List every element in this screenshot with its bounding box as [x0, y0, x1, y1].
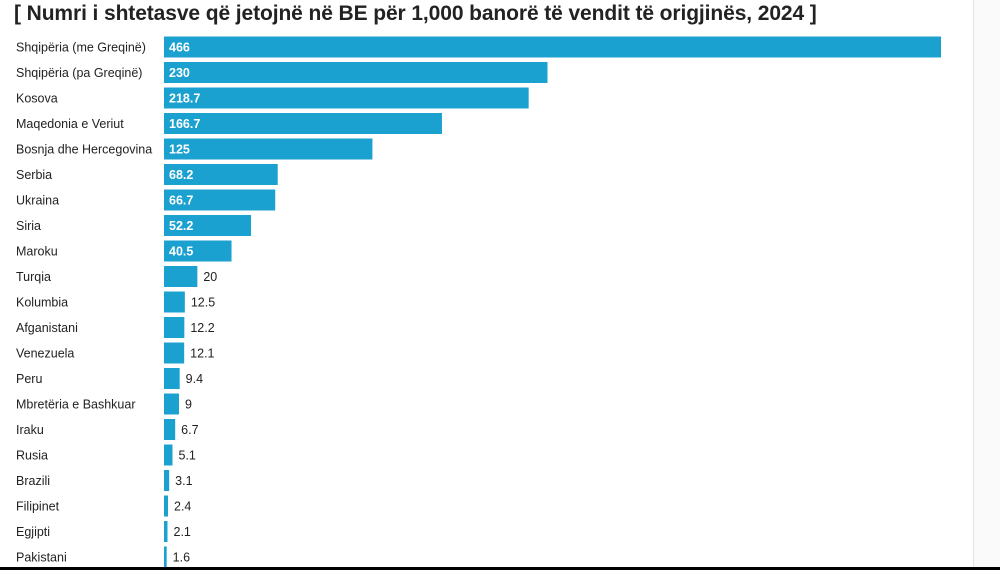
value-label: 2.1: [174, 525, 191, 539]
value-label: 466: [169, 41, 190, 55]
value-label: 9: [185, 398, 192, 412]
category-label: Egjipti: [16, 525, 50, 539]
category-label: Maroku: [16, 245, 58, 259]
bar: [164, 368, 180, 389]
category-label: Afganistani: [16, 321, 78, 335]
category-label: Bosnja dhe Hercegovina: [16, 143, 152, 157]
bar: [164, 495, 169, 517]
category-label: Brazili: [16, 474, 50, 488]
right-border: [973, 0, 974, 570]
right-margin-strip: [974, 0, 1000, 570]
value-label: 40.5: [169, 245, 193, 259]
bar: [164, 291, 185, 313]
value-label: 3.1: [175, 474, 192, 488]
value-label: 166.7: [169, 117, 200, 131]
category-label: Mbretëria e Bashkuar: [16, 398, 136, 412]
category-label: Siria: [16, 219, 41, 233]
value-label: 125: [169, 143, 190, 157]
category-label: Kolumbia: [16, 296, 68, 310]
bar: [164, 240, 232, 262]
category-label: Venezuela: [16, 347, 74, 361]
value-label: 9.4: [186, 372, 203, 386]
category-label: Rusia: [16, 449, 48, 463]
bar: [164, 444, 173, 466]
value-label: 2.4: [174, 500, 191, 514]
category-label: Serbia: [16, 168, 52, 182]
bar: [164, 138, 373, 160]
value-label: 1.6: [173, 551, 190, 565]
value-label: 68.2: [169, 168, 193, 182]
category-label: Peru: [16, 372, 42, 386]
value-label: 52.2: [169, 219, 193, 233]
bar: [164, 546, 167, 568]
value-label: 12.5: [191, 296, 215, 310]
value-label: 66.7: [169, 194, 193, 208]
value-label: 5.1: [179, 449, 196, 463]
bar: [164, 419, 176, 440]
bar: [164, 266, 198, 287]
category-label: Kosova: [16, 92, 58, 106]
category-label: Shqipëria (me Greqinë): [16, 41, 146, 55]
bottom-border: [0, 567, 1000, 570]
bar: [164, 189, 276, 211]
category-label: Maqedonia e Veriut: [16, 117, 124, 131]
bar: [164, 521, 168, 542]
value-label: 230: [169, 66, 190, 80]
category-label: Iraku: [16, 423, 44, 437]
value-label: 12.1: [190, 347, 214, 361]
category-label: Filipinet: [16, 500, 60, 514]
category-label: Ukraina: [16, 194, 59, 208]
bar: [164, 164, 278, 185]
value-label: 20: [203, 270, 217, 284]
bar: [164, 113, 442, 134]
bar: [164, 393, 180, 415]
bar: [164, 62, 548, 83]
category-label: Turqia: [16, 270, 51, 284]
category-label: Pakistani: [16, 551, 67, 565]
chart-title: [ Numri i shtetasve që jetojnë në BE për…: [14, 2, 817, 25]
bar: [164, 36, 941, 58]
bar: [164, 342, 185, 364]
bar: [164, 470, 170, 491]
category-label: Shqipëria (pa Greqinë): [16, 66, 142, 80]
value-label: 12.2: [190, 321, 214, 335]
value-label: 218.7: [169, 92, 200, 106]
bar: [164, 317, 185, 338]
value-label: 6.7: [181, 423, 198, 437]
bar: [164, 87, 529, 109]
bar: [164, 215, 252, 236]
